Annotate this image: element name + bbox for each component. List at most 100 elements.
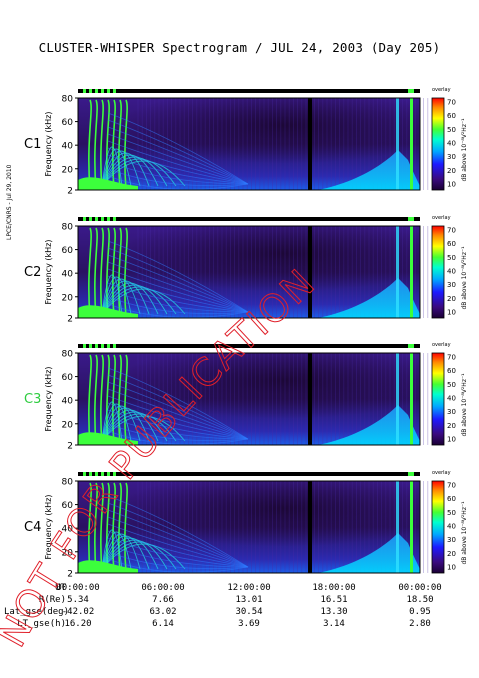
resonance-line	[107, 147, 249, 185]
data-gap	[308, 481, 312, 573]
resonance-line	[107, 175, 249, 190]
emission-line	[112, 227, 116, 319]
emission-line	[88, 99, 92, 191]
colorbar-tick-label: 60	[447, 112, 456, 120]
resonance-line	[107, 247, 249, 313]
spike-column	[410, 98, 413, 190]
footer-value: 00:00:00	[56, 583, 100, 593]
status-segment	[113, 217, 116, 221]
spike-column	[396, 481, 399, 573]
emission-line	[88, 354, 92, 446]
resonance-line	[107, 423, 249, 442]
resonance-line	[107, 112, 249, 185]
arch-line	[101, 535, 150, 570]
resonance-line	[107, 119, 249, 185]
status-segment	[89, 89, 92, 93]
arch-line	[101, 531, 132, 570]
rising-emission	[318, 405, 420, 445]
footer-value: 0.95	[409, 607, 431, 617]
status-segment	[83, 89, 86, 93]
status-bar	[78, 472, 420, 476]
resonance-line	[107, 416, 249, 440]
status-segment	[101, 472, 104, 476]
emission-line	[100, 99, 104, 191]
arch-line	[101, 276, 132, 315]
rising-emission	[318, 150, 420, 190]
colorbar-tick-label: 20	[447, 295, 456, 303]
spike-column	[396, 353, 399, 445]
arch-line	[101, 541, 177, 570]
resonance-line	[107, 395, 249, 440]
colorbar-tick-label: 70	[447, 99, 456, 107]
y-axis-label: Frequency (kHz)	[44, 112, 53, 177]
rising-emission	[318, 533, 420, 573]
colorbar-top-label: overlay	[432, 215, 451, 221]
resonance-line	[107, 268, 249, 313]
resonance-line	[107, 261, 249, 313]
y-axis-label: Frequency (kHz)	[44, 495, 53, 560]
colorbar-tick-label: 60	[447, 240, 456, 248]
y-tick-label: 80	[62, 478, 74, 488]
arch-line	[101, 405, 141, 442]
footer-row-0: UT 00:00:00 06:00:00 12:00:00 18:00:00 00:00:…	[0, 583, 479, 595]
footer-value: 18.50	[406, 595, 434, 605]
colorbar-tick-label: 50	[447, 254, 456, 262]
panel-frame	[77, 97, 421, 191]
status-segment	[101, 89, 104, 93]
emission-line	[112, 99, 116, 191]
resonance-line	[107, 495, 249, 568]
status-segment	[113, 344, 116, 348]
resonance-line	[107, 282, 249, 313]
resonance-line	[107, 161, 249, 185]
colorbar	[431, 480, 445, 574]
resonance-line	[107, 516, 249, 568]
colorbar-label: dB above 10⁻⁸V²Hz⁻¹	[461, 246, 468, 310]
footer-value: 13.01	[235, 595, 263, 605]
data-gap	[308, 226, 312, 318]
spike-column	[410, 481, 413, 573]
rising-emission	[318, 278, 420, 318]
emission-line	[88, 482, 92, 574]
status-segment	[83, 217, 86, 221]
y-tick-label: 2	[67, 187, 73, 197]
footer-value: 5.34	[67, 595, 89, 605]
emission-line	[94, 99, 98, 191]
colorbar-tick-label: 30	[447, 536, 456, 544]
resonance-line	[107, 168, 249, 187]
colorbar-tick-label: 20	[447, 167, 456, 175]
colorbar-tick-label: 40	[447, 140, 456, 148]
arch-line	[101, 401, 123, 442]
resonance-line	[107, 126, 249, 185]
status-segment	[95, 472, 98, 476]
resonance-line	[107, 558, 249, 573]
colorbar-tick-label: 60	[447, 367, 456, 375]
footer-row-label: Lat_gse(deg)	[4, 607, 70, 617]
colorbar-top-label: overlay	[432, 87, 451, 93]
resonance-line	[107, 409, 249, 440]
arch-line	[101, 403, 132, 442]
status-segment	[83, 344, 86, 348]
colorbar-tick-label: 20	[447, 550, 456, 558]
arch-line	[101, 286, 177, 315]
data-gap	[308, 353, 312, 445]
resonance-line	[107, 374, 249, 440]
colorbar-label: dB above 10⁻⁸V²Hz⁻¹	[461, 501, 468, 565]
status-segment	[101, 344, 104, 348]
panel-frame	[77, 225, 421, 319]
resonance-line	[107, 402, 249, 440]
status-segment	[408, 89, 414, 93]
footer-value: 06:00:00	[141, 583, 185, 593]
emission-line	[118, 482, 122, 574]
y-tick-label: 80	[62, 223, 74, 233]
colorbar-tick-label: 70	[447, 227, 456, 235]
footer-row-2: Lat_gse(deg) -42.02 63.02 30.54 13.30 0.95	[0, 607, 479, 619]
emission-line	[94, 227, 98, 319]
resonance-line	[107, 523, 249, 568]
colorbar	[431, 97, 445, 191]
y-tick-label: 60	[62, 373, 74, 383]
footer-value: 30.54	[235, 607, 263, 617]
spike-column	[396, 98, 399, 190]
y-tick-label: 60	[62, 246, 74, 256]
status-segment	[89, 217, 92, 221]
